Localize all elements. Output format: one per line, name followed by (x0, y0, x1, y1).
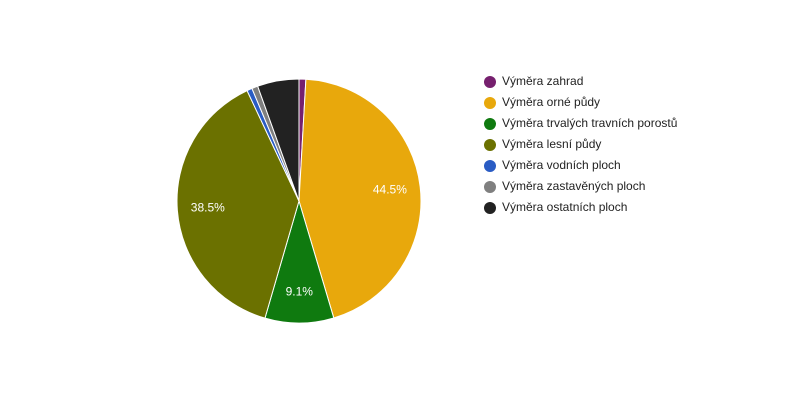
legend-marker (484, 118, 496, 130)
legend-label: Výměra vodních ploch (502, 158, 621, 172)
legend-label: Výměra lesní půdy (502, 137, 601, 151)
legend-label: Výměra trvalých travních porostů (502, 116, 677, 130)
legend-marker (484, 76, 496, 88)
pie-slice (257, 78, 300, 202)
legend-label: Výměra zahrad (502, 74, 583, 88)
pie-slice (298, 78, 422, 319)
slice-label: 9.1% (286, 285, 314, 299)
legend-label: Výměra orné půdy (502, 95, 600, 109)
legend-label: Výměra zastavěných ploch (502, 179, 645, 193)
legend-marker (484, 202, 496, 214)
legend-marker (484, 160, 496, 172)
legend-marker (484, 97, 496, 109)
legend-marker (484, 181, 496, 193)
slice-label: 44.5% (373, 183, 407, 197)
legend-marker (484, 139, 496, 151)
pie-slice (176, 89, 300, 319)
slice-label: 38.5% (191, 200, 225, 214)
legend-label: Výměra ostatních ploch (502, 200, 627, 214)
